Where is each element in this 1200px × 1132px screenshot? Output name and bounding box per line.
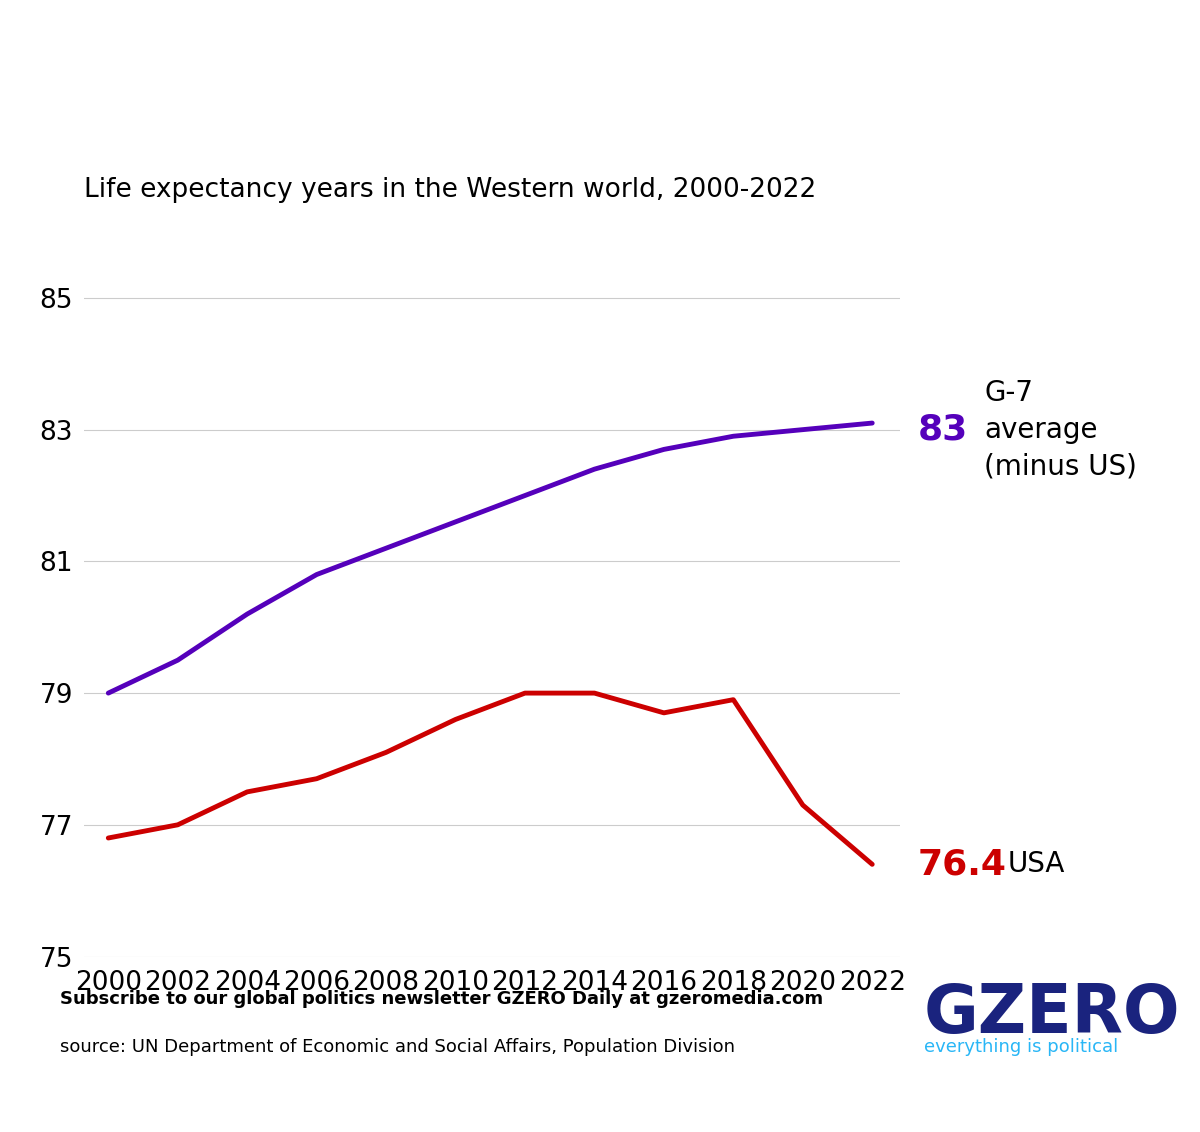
Text: G-7
average
(minus US): G-7 average (minus US) (984, 379, 1136, 480)
Text: everything is political: everything is political (924, 1038, 1118, 1056)
Text: 83: 83 (918, 413, 968, 447)
Text: Subscribe to our global politics newsletter GZERO Daily at gzeromedia.com: Subscribe to our global politics newslet… (60, 990, 823, 1009)
Text: 76.4: 76.4 (918, 848, 1007, 882)
Text: GZERO: GZERO (924, 981, 1181, 1047)
Text: source: UN Department of Economic and Social Affairs, Population Division: source: UN Department of Economic and So… (60, 1038, 734, 1056)
Text: No country for old men: No country for old men (30, 46, 1044, 123)
Text: USA: USA (1008, 850, 1066, 878)
Text: Life expectancy years in the Western world, 2000-2022: Life expectancy years in the Western wor… (84, 177, 816, 203)
